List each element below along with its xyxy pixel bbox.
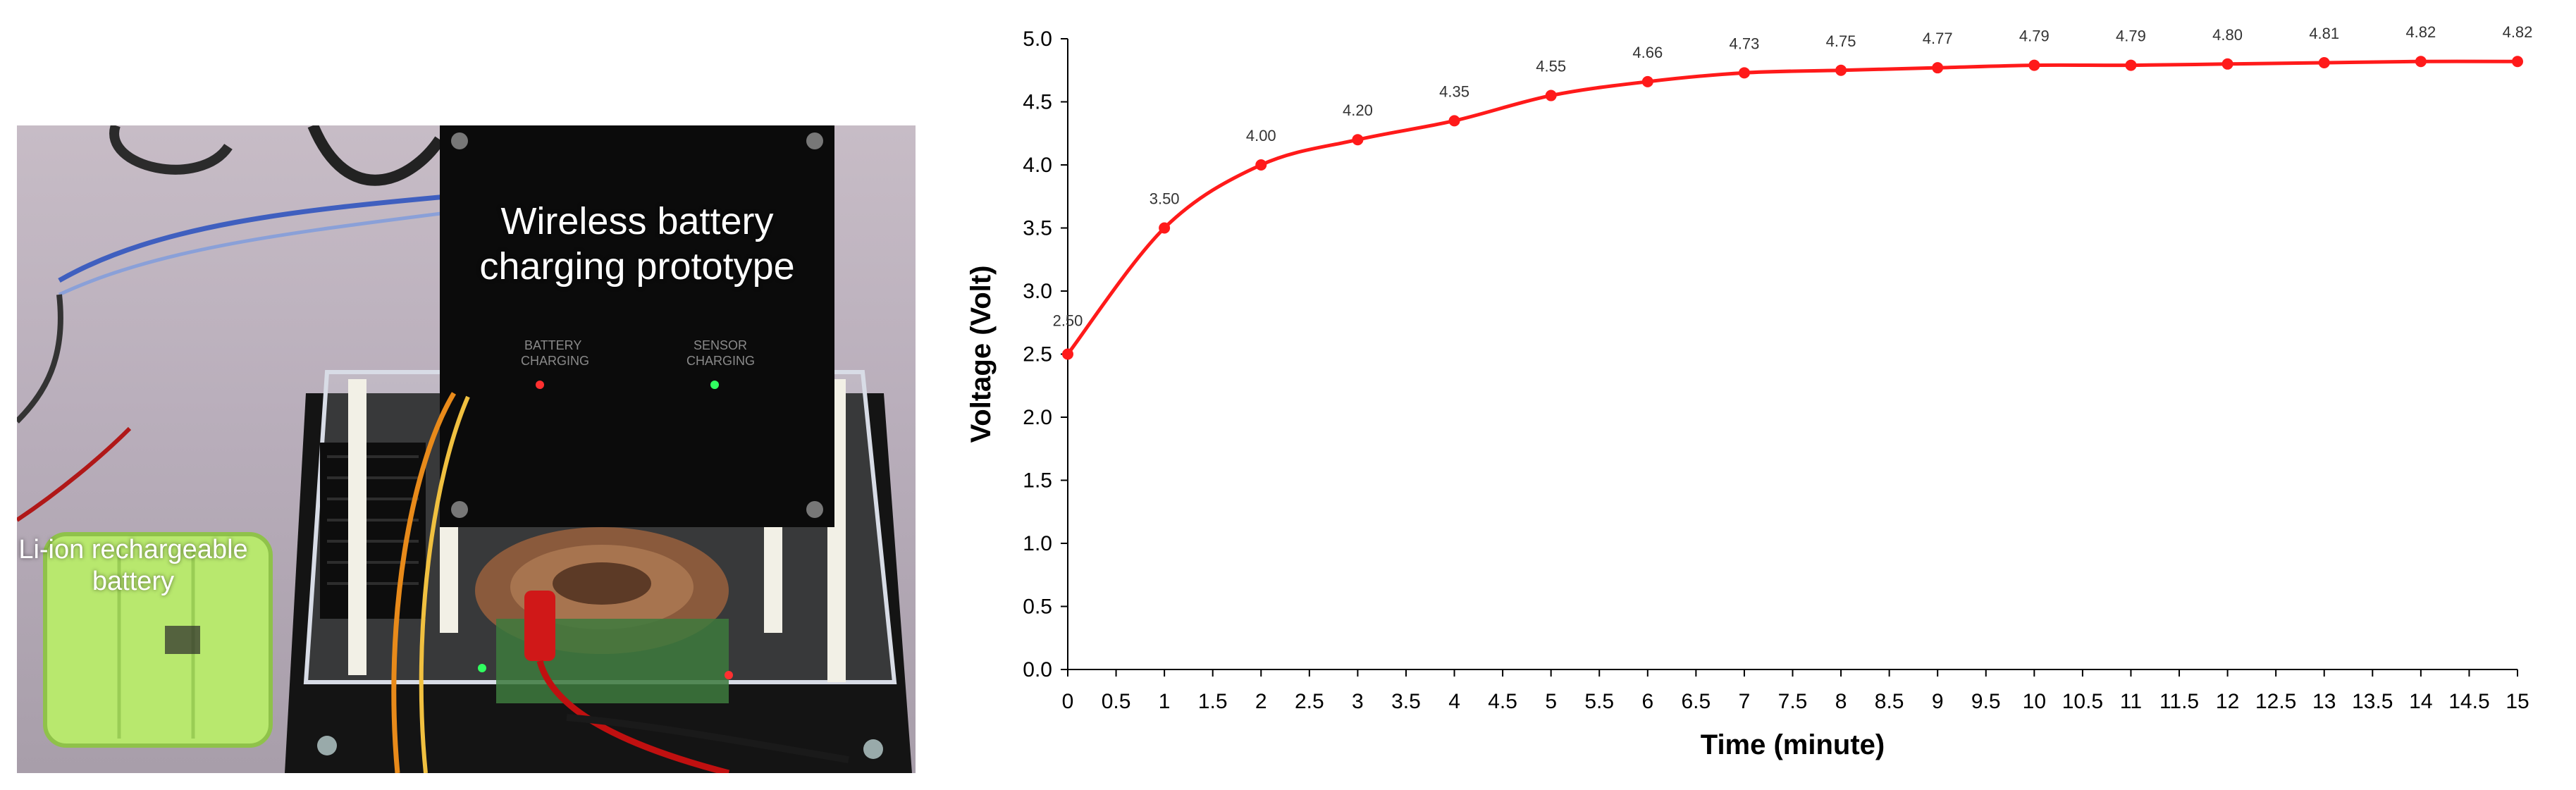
data-label: 4.73	[1730, 35, 1760, 52]
y-tick-label: 4.0	[1023, 154, 1052, 177]
x-tick-label: 14	[2409, 690, 2432, 713]
svg-text:BATTERY: BATTERY	[524, 338, 581, 352]
x-tick-label: 1	[1159, 690, 1171, 713]
voltage-chart: 0.0 0.5 1.0 1.5 2.0 2.5 3.0 3.5 4.0 4.5 5.0 0 0.5 1 1.…	[937, 7, 2572, 779]
data-point	[1932, 62, 1944, 74]
data-label: 2.50	[1053, 312, 1083, 330]
data-point	[1255, 159, 1267, 171]
data-point	[2512, 56, 2523, 68]
y-tick-label: 2.5	[1023, 343, 1052, 366]
x-tick-label: 5	[1545, 690, 1557, 713]
y-tick-label: 3.0	[1023, 280, 1052, 303]
x-tick-label: 4	[1448, 690, 1460, 713]
prototype-photo: BATTERY CHARGING SENSOR CHARGING Wireles…	[17, 125, 916, 773]
data-label: 4.77	[1923, 30, 1953, 47]
series-line	[1066, 59, 2518, 356]
x-tick-label: 15	[2506, 690, 2529, 713]
prototype-caption: Wireless battery charging prototype	[479, 200, 795, 288]
data-point	[1835, 64, 1847, 76]
data-label: 4.66	[1632, 44, 1663, 61]
x-tick-label: 1.5	[1198, 690, 1228, 713]
chart-canvas: 0.00.51.01.52.02.53.03.54.04.55.00 0.5 1 1.…	[966, 23, 2533, 760]
x-tick-label: 12	[2216, 690, 2239, 713]
y-axis-title: Voltage (Volt)	[966, 266, 997, 443]
x-tick-label: 8	[1835, 690, 1847, 713]
y-tick-label: 1.5	[1023, 469, 1052, 493]
data-label: 4.79	[2116, 27, 2146, 45]
x-tick-label: 9.5	[1971, 690, 2001, 713]
data-point	[2415, 56, 2427, 68]
y-tick-label: 2.0	[1023, 406, 1052, 429]
x-tick-label: 11	[2120, 690, 2142, 713]
data-point	[2318, 57, 2330, 69]
data-point	[1738, 67, 1750, 79]
y-tick-label: 1.0	[1023, 532, 1052, 555]
y-tick-label: 4.5	[1023, 91, 1052, 114]
x-tick-label: 6	[1641, 690, 1653, 713]
series-voltage	[1062, 56, 2523, 360]
x-tick-label: 10	[2023, 690, 2046, 713]
y-tick-label: 0.5	[1023, 595, 1052, 619]
x-tick-label: 2.5	[1295, 690, 1324, 713]
x-tick-label: 3.5	[1391, 690, 1421, 713]
data-label: 4.75	[1826, 32, 1856, 50]
x-tick-label: 2	[1255, 690, 1267, 713]
data-point	[1448, 115, 1460, 127]
data-label: 4.55	[1536, 58, 1566, 75]
x-tick-label: 6.5	[1682, 690, 1711, 713]
y-tick-label: 3.5	[1023, 217, 1052, 240]
x-tick-label: 11.5	[2159, 690, 2199, 713]
data-label: 4.82	[2503, 23, 2533, 41]
svg-text:SENSOR: SENSOR	[694, 338, 747, 352]
x-tick-label: 13	[2312, 690, 2336, 713]
data-point	[1352, 134, 1364, 146]
x-tick-label: 8.5	[1875, 690, 1904, 713]
data-point	[2221, 58, 2233, 70]
data-label: 4.80	[2212, 26, 2243, 44]
data-label: 4.00	[1246, 127, 1276, 144]
x-tick-label: 5.5	[1584, 690, 1614, 713]
data-point	[1641, 75, 1653, 87]
x-tick-label: 14.5	[2448, 690, 2489, 713]
svg-text:CHARGING: CHARGING	[521, 354, 589, 368]
y-tick-label: 5.0	[1023, 27, 1052, 51]
x-tick-label: 10.5	[2062, 690, 2103, 713]
data-point	[1545, 90, 1557, 101]
x-tick-label: 7.5	[1778, 690, 1808, 713]
svg-text:CHARGING: CHARGING	[686, 354, 755, 368]
y-tick-label: 0.0	[1023, 658, 1052, 681]
data-point	[2125, 59, 2137, 71]
x-tick-label: 9	[1932, 690, 1944, 713]
data-label: 4.79	[2019, 27, 2050, 45]
x-tick-label: 4.5	[1488, 690, 1517, 713]
data-label: 4.20	[1343, 101, 1373, 119]
x-tick-label: 0	[1062, 690, 1074, 713]
data-point	[1062, 348, 1073, 360]
data-point	[2028, 59, 2040, 71]
prototype-illustration: BATTERY CHARGING SENSOR CHARGING	[17, 125, 912, 773]
x-axis-title: Time (minute)	[1701, 729, 1885, 760]
data-label: 4.82	[2405, 23, 2436, 41]
axes	[1061, 38, 2518, 677]
data-labels: 2.50 3.50 4.00 4.20 4.35 4.55 4.66 4.73 4.75 4.77…	[1053, 23, 2533, 329]
x-tick-label: 7	[1739, 690, 1751, 713]
data-label: 3.50	[1150, 190, 1180, 208]
tick-labels: 0.00.51.01.52.02.53.03.54.04.55.00 0.5 1 1.…	[1023, 27, 2529, 713]
x-tick-label: 3	[1352, 690, 1364, 713]
battery-caption: Li-ion rechargeable battery	[18, 535, 248, 596]
data-point	[1159, 222, 1171, 234]
x-tick-label: 0.5	[1102, 690, 1131, 713]
x-tick-label: 13.5	[2352, 690, 2393, 713]
data-label: 4.35	[1439, 82, 1469, 100]
data-label: 4.81	[2309, 25, 2339, 42]
x-tick-label: 12.5	[2255, 690, 2296, 713]
